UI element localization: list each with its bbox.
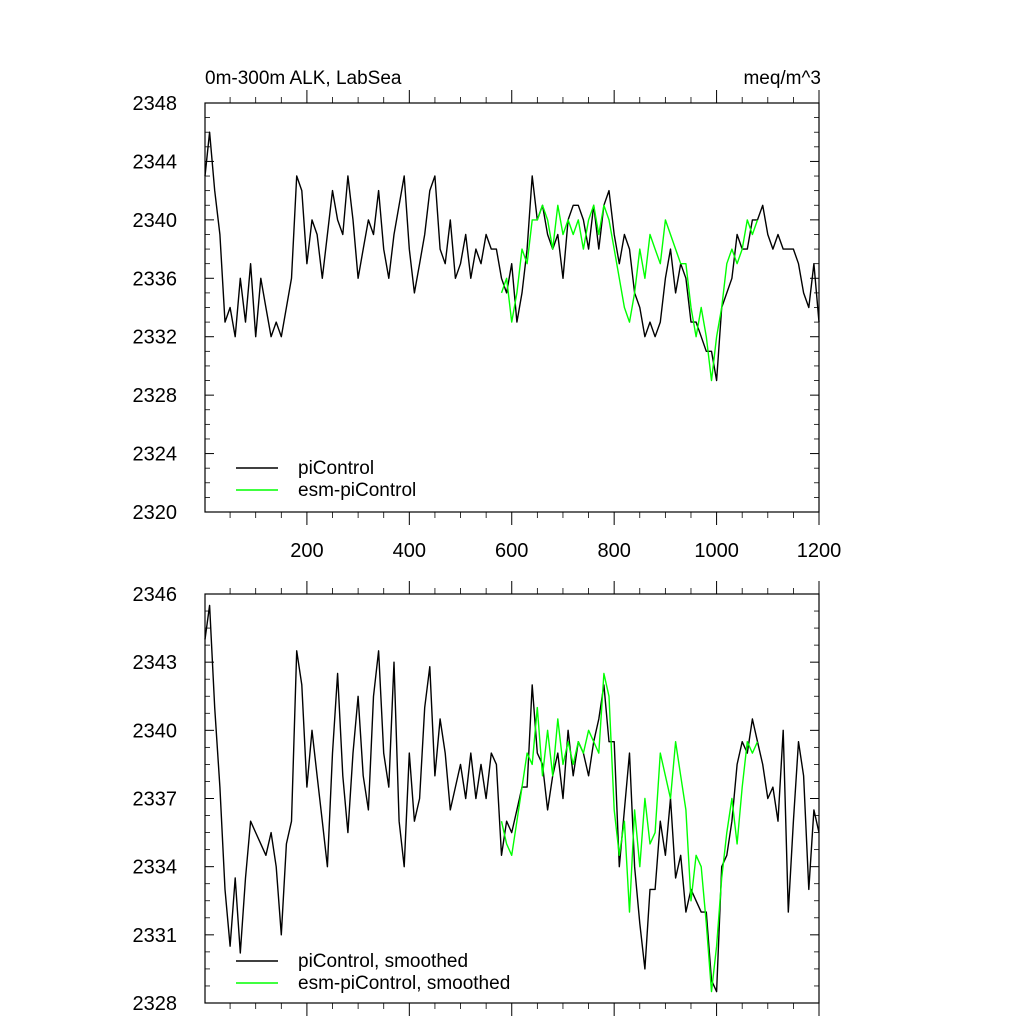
y-tick-label: 2334 [133, 857, 178, 879]
bottom-legend: piControl, smoothed esm-piControl, smoot… [236, 951, 510, 994]
bottom-panel: 2328 2331 2334 2337 2340 2343 2346 piControl, … [133, 581, 820, 1016]
top-axis-ticks: 2320 2324 2328 2332 2336 2340 2344 2348 200 400 60… [133, 90, 842, 562]
legend-label-esm-picontrol: esm-piControl [298, 480, 416, 501]
top-legend: piControl esm-piControl [236, 458, 416, 501]
x-tick-label: 800 [597, 540, 630, 562]
series-line-esm-picontrol-smoothed [500, 672, 759, 993]
series-line-picontrol [204, 131, 820, 382]
x-tick-label: 200 [290, 540, 323, 562]
top-series [204, 131, 820, 382]
chart-units-label: meq/m^3 [743, 68, 821, 89]
legend-label-esm-picontrol-smoothed: esm-piControl, smoothed [298, 973, 510, 994]
legend-label-picontrol: piControl [298, 458, 374, 479]
x-tick-label: 1000 [694, 540, 739, 562]
y-tick-label: 2324 [133, 444, 178, 466]
series-line-esm-picontrol [500, 204, 759, 382]
y-tick-label: 2343 [133, 652, 178, 674]
y-tick-label: 2328 [133, 993, 178, 1015]
y-tick-label: 2344 [133, 151, 178, 173]
y-tick-label: 2328 [133, 385, 178, 407]
legend-label-picontrol-smoothed: piControl, smoothed [298, 951, 468, 972]
top-panel: 0m-300m ALK, LabSea meq/m^3 2320 2324 2328… [133, 68, 842, 562]
y-tick-label: 2337 [133, 789, 178, 811]
series-line-picontrol-smoothed [204, 604, 820, 993]
y-tick-label: 2340 [133, 210, 178, 232]
y-tick-label: 2340 [133, 720, 178, 742]
x-tick-label: 1200 [797, 540, 842, 562]
x-tick-label: 600 [495, 540, 528, 562]
chart-title-left: 0m-300m ALK, LabSea [205, 68, 402, 89]
y-tick-label: 2346 [133, 584, 178, 606]
y-tick-label: 2320 [133, 502, 178, 524]
x-tick-label: 400 [393, 540, 426, 562]
y-tick-label: 2331 [133, 925, 178, 947]
bottom-series [204, 604, 820, 993]
y-tick-label: 2336 [133, 268, 178, 290]
y-tick-label: 2332 [133, 327, 178, 349]
bottom-axis-ticks: 2328 2331 2334 2337 2340 2343 2346 [133, 581, 820, 1016]
y-tick-label: 2348 [133, 93, 178, 115]
top-plot-frame [204, 102, 820, 513]
